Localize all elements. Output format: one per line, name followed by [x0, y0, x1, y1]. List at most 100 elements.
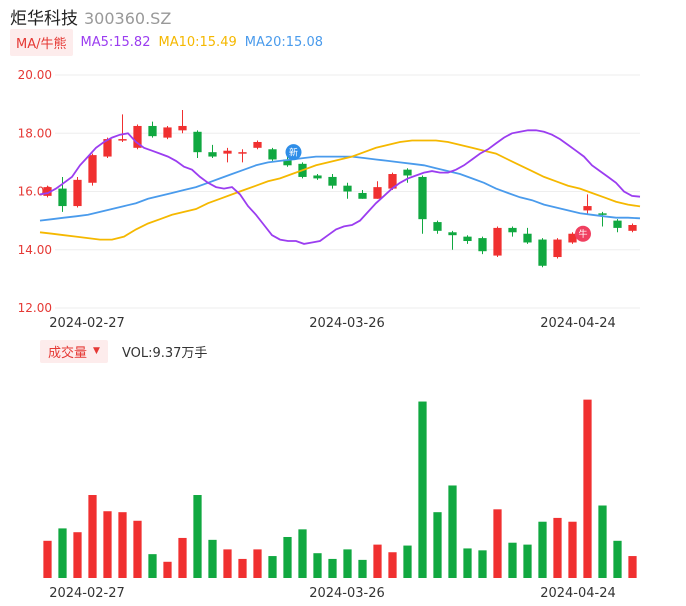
- candle-body: [133, 125, 142, 148]
- candle-body: [238, 152, 247, 154]
- stock-title: 炬华科技 300360.SZ: [10, 4, 172, 29]
- volume-bar: [418, 401, 427, 578]
- candle-body: [193, 131, 202, 153]
- volume-date-label: 2024-03-26: [309, 586, 385, 601]
- volume-bar: [133, 520, 142, 578]
- bull-marker-icon: [575, 225, 591, 242]
- ma20-legend: MA20:15.08: [244, 34, 323, 50]
- ma5-legend: MA5:15.82: [80, 34, 151, 50]
- candle-body: [418, 176, 427, 220]
- candles-group: [43, 109, 637, 268]
- volume-bar: [208, 539, 217, 578]
- ma10-legend: MA10:15.49: [158, 34, 237, 50]
- ma5-line: [39, 129, 641, 245]
- volume-date-label: 2024-04-24: [540, 586, 616, 601]
- ma-indicator-tab[interactable]: MA/牛熊: [10, 28, 73, 56]
- volume-bar: [253, 549, 262, 578]
- candle-body: [553, 239, 562, 258]
- candle-body: [538, 239, 547, 266]
- candle-body: [58, 188, 67, 207]
- volume-date-label: 2024-02-27: [49, 586, 125, 601]
- volume-bar: [433, 512, 442, 578]
- volume-bar: [103, 511, 112, 578]
- candle-body: [268, 149, 277, 160]
- candle-body: [118, 139, 127, 141]
- candle-body: [433, 222, 442, 231]
- volume-bar: [463, 548, 472, 578]
- candle-body: [343, 185, 352, 192]
- candle-body: [253, 141, 262, 148]
- volume-bar: [553, 517, 562, 578]
- candle-body: [598, 213, 607, 215]
- volume-bar: [613, 540, 622, 578]
- stock-name: 炬华科技: [10, 9, 78, 29]
- new-marker-label: 新: [289, 147, 298, 159]
- volume-bar: [583, 399, 592, 578]
- price-tick-label: 14.00: [18, 243, 52, 257]
- candle-body: [178, 125, 187, 131]
- price-tick-label: 12.00: [18, 301, 52, 315]
- candle-body: [568, 233, 577, 243]
- volume-bar: [508, 542, 517, 578]
- candle-body: [583, 206, 592, 211]
- volume-bar: [193, 495, 202, 578]
- candle-body: [613, 220, 622, 228]
- new-marker-icon: [285, 144, 302, 161]
- volume-bar: [343, 549, 352, 578]
- volume-bar: [88, 495, 97, 578]
- candle-body: [478, 238, 487, 252]
- ma20-line: [39, 155, 641, 222]
- volume-indicator-tab[interactable]: 成交量 ▼: [40, 339, 108, 363]
- volume-bar: [178, 537, 187, 578]
- candle-body: [358, 192, 367, 199]
- candle-body: [403, 169, 412, 176]
- price-date-label: 2024-02-27: [49, 316, 125, 331]
- volume-bar: [538, 521, 547, 578]
- volume-bar: [148, 554, 157, 578]
- bull-marker-label: 牛: [578, 228, 587, 240]
- candle-body: [388, 174, 397, 189]
- volume-bar: [283, 536, 292, 578]
- volume-bar: [598, 505, 607, 578]
- volume-bar: [73, 532, 82, 578]
- candle-body: [163, 127, 172, 138]
- candle-body: [523, 233, 532, 243]
- ma-legend: MA/牛熊 MA5:15.82 MA10:15.49 MA20:15.08: [10, 28, 323, 56]
- candle-body: [628, 224, 637, 231]
- candle-body: [283, 159, 292, 166]
- candle-body: [313, 175, 322, 179]
- price-tick-label: 20.00: [18, 68, 52, 82]
- volume-bar: [43, 540, 52, 578]
- volume-bar: [373, 544, 382, 578]
- ma10-line: [39, 139, 641, 241]
- volume-bar: [478, 550, 487, 578]
- volume-legend: 成交量 ▼ VOL:9.37万手: [40, 339, 207, 363]
- volume-bar: [223, 549, 232, 578]
- price-tick-label: 18.00: [18, 126, 52, 140]
- candle-body: [148, 125, 157, 137]
- volume-bar: [628, 556, 637, 578]
- volume-bars-group: [43, 399, 637, 578]
- volume-bar: [163, 561, 172, 578]
- volume-bar: [448, 485, 457, 578]
- candle-body: [208, 152, 217, 157]
- candle-body: [373, 187, 382, 199]
- volume-tab-label: 成交量: [48, 345, 88, 361]
- volume-bar: [268, 556, 277, 578]
- candle-body: [508, 227, 517, 233]
- volume-bar: [568, 521, 577, 578]
- candle-body: [448, 232, 457, 236]
- candle-body: [103, 139, 112, 157]
- volume-bar: [493, 509, 502, 578]
- volume-bar: [523, 544, 532, 578]
- price-date-label: 2024-04-24: [540, 316, 616, 331]
- candle-body: [43, 187, 52, 196]
- candle-body: [328, 176, 337, 186]
- volume-bar: [388, 552, 397, 578]
- volume-bar: [328, 558, 337, 578]
- price-date-label: 2024-03-26: [309, 316, 385, 331]
- stock-code: 300360.SZ: [84, 9, 172, 28]
- candle-body: [493, 227, 502, 256]
- candle-body: [73, 179, 82, 207]
